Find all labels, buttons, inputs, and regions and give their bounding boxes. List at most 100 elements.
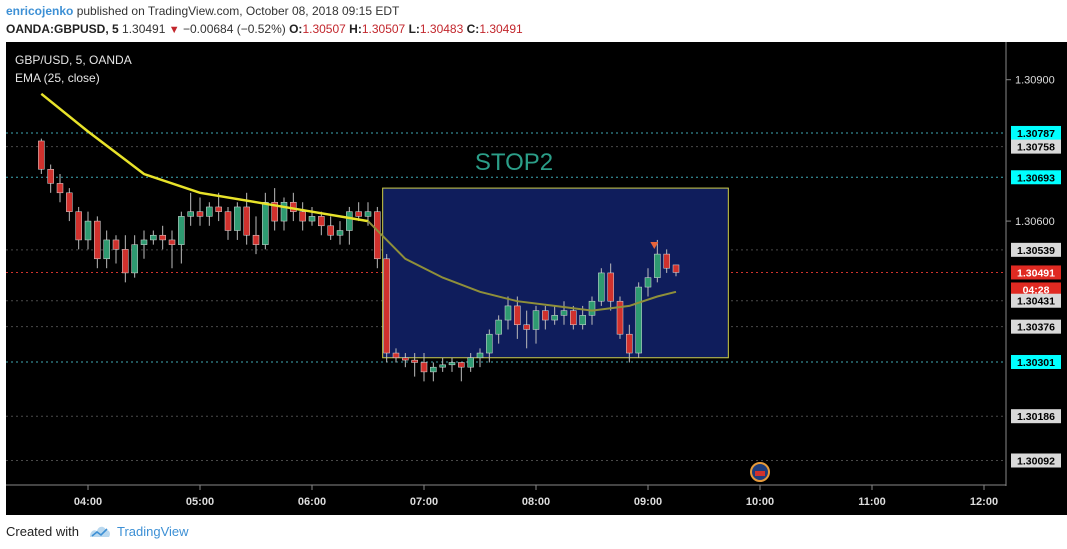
candle-body [346, 211, 353, 231]
candle [663, 249, 670, 273]
candle-body [504, 305, 512, 321]
candle [430, 362, 437, 382]
candle [402, 353, 409, 368]
candle [84, 211, 92, 250]
down-arrow-icon[interactable] [650, 242, 659, 250]
candle [318, 211, 325, 236]
price-badge-label: 1.30186 [1017, 411, 1055, 423]
price-badge [1011, 139, 1061, 154]
price-chart[interactable]: STOP2 1.30900 1.30600 1.30787 1.30758 1.3069… [6, 42, 1067, 515]
time-tick-label: 11:00 [858, 496, 886, 508]
low-label: L: [408, 22, 420, 36]
candle [504, 296, 512, 330]
candle [168, 230, 176, 269]
candle [495, 315, 502, 344]
price-badge-label: 04:28 [1023, 284, 1050, 296]
time-axis[interactable]: 04:00 05:00 06:00 07:00 08:00 09:00 10:00 11:00… [6, 485, 1067, 515]
candle [355, 202, 362, 222]
price-badge [1011, 293, 1061, 308]
candle [94, 216, 101, 269]
candle-body [75, 211, 82, 241]
us-flag-stripes [755, 471, 765, 476]
candle [598, 268, 605, 306]
price-badge-label: 1.30431 [1017, 296, 1055, 308]
price-badge [1011, 409, 1061, 424]
time-tick-label: 05:00 [186, 496, 214, 508]
candle-body [318, 216, 325, 227]
candle-body [663, 253, 670, 269]
price-tick-label: 1.30900 [1015, 75, 1055, 87]
chart-area[interactable]: STOP2 1.30900 1.30600 1.30787 1.30758 1.3069… [6, 42, 1067, 515]
candle-body [616, 300, 624, 335]
candle [420, 353, 428, 382]
candle-body [122, 249, 129, 274]
candle-body [308, 216, 316, 222]
candle [616, 296, 624, 339]
price-badge-label: 1.30092 [1017, 455, 1055, 467]
candle [467, 353, 474, 372]
candle [570, 305, 577, 330]
candle-body [635, 286, 642, 354]
price-badge-label: 1.30787 [1017, 128, 1055, 140]
created-with-text: Created with [6, 524, 79, 539]
candle [439, 357, 446, 372]
candle-body [112, 239, 120, 250]
quote-line: OANDA:GBPUSD, 5 1.30491 ▼ −0.00684 (−0.5… [6, 22, 523, 36]
candle-body [103, 239, 110, 260]
annotation-box-layer: STOP2 [382, 149, 729, 359]
time-tick-label: 06:00 [298, 496, 326, 508]
candle-body [672, 264, 680, 273]
candle [187, 192, 194, 226]
candle [150, 230, 157, 245]
candle [654, 239, 661, 283]
candle [626, 324, 633, 363]
candle-body [654, 253, 661, 278]
candle-body [514, 305, 521, 326]
down-triangle-icon: ▼ [168, 24, 180, 36]
candle-body [626, 333, 633, 354]
candle-body [411, 359, 418, 363]
candle-body [38, 140, 45, 170]
candle [271, 188, 278, 231]
candle [103, 230, 110, 269]
time-axis-background [6, 486, 1067, 515]
close-value: 1.30491 [479, 22, 523, 36]
price-badge [1011, 354, 1061, 369]
candle [234, 202, 241, 240]
candle-body [94, 220, 101, 260]
price-badge [1011, 125, 1061, 140]
price-axis[interactable]: 1.30900 1.30600 1.30787 1.30758 1.30693 1.305… [1006, 42, 1067, 485]
candle [411, 353, 418, 377]
candle [140, 230, 148, 259]
price-badge-label: 1.30491 [1017, 267, 1055, 279]
candle [131, 235, 138, 278]
candle [47, 164, 54, 193]
candle-body [150, 234, 157, 241]
author-link[interactable]: enricojenko [6, 4, 74, 18]
candle [196, 197, 204, 226]
candle [644, 268, 652, 297]
candle-body [140, 239, 148, 245]
candle-body [607, 272, 614, 302]
open-label: O: [289, 22, 303, 36]
event-icon-group [750, 462, 770, 482]
candle [252, 216, 260, 255]
candle-body [131, 244, 138, 274]
candle-body [467, 357, 474, 368]
candle-body [430, 366, 437, 373]
candle-body [262, 201, 269, 245]
tradingview-link[interactable]: TradingView [117, 524, 189, 539]
candle [448, 357, 456, 372]
candle-body [355, 211, 362, 217]
candle [392, 348, 400, 363]
stop2-label: STOP2 [475, 149, 553, 176]
candle-body [206, 206, 213, 217]
price-tick-label: 1.30600 [1015, 216, 1055, 228]
high-value: 1.30507 [361, 22, 406, 36]
candle-body [476, 352, 484, 359]
candle-body [47, 168, 54, 184]
stop2-box[interactable] [382, 187, 729, 359]
tradingview-logo-icon [90, 526, 110, 537]
time-tick-label: 08:00 [522, 496, 550, 508]
price-badge [1011, 242, 1061, 257]
